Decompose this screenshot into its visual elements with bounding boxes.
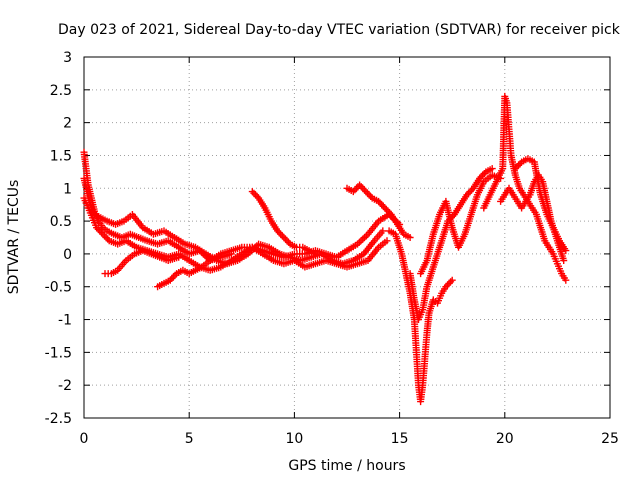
data-point [278, 232, 286, 240]
data-point [476, 174, 484, 182]
data-point [275, 229, 283, 237]
data-point [102, 234, 110, 241]
data-point [480, 170, 488, 177]
data-point [250, 189, 258, 197]
x-tick-label: 0 [80, 431, 89, 447]
y-tick-label: -0.5 [45, 280, 72, 296]
y-tick-label: 3 [63, 50, 72, 66]
data-point [442, 283, 450, 291]
data-point [375, 197, 383, 205]
data-point [382, 206, 390, 214]
data-point [280, 234, 288, 241]
x-tick-label: 15 [391, 431, 409, 447]
data-point [248, 188, 256, 196]
y-tick-label: -1.5 [45, 345, 72, 361]
data-point [562, 247, 570, 255]
data-point [171, 271, 179, 279]
data-point [94, 225, 102, 233]
data-point [513, 163, 521, 171]
y-tick-label: -2.5 [45, 411, 72, 427]
y-tick-label: 2 [63, 116, 72, 132]
y-tick-label: 1 [63, 181, 72, 197]
data-point [383, 237, 391, 245]
y-tick-label: 2.5 [50, 83, 72, 99]
data-point [93, 224, 101, 232]
x-tick-label: 20 [496, 431, 514, 447]
data-point [445, 279, 453, 287]
data-point [364, 189, 371, 197]
y-tick-label: 0.5 [50, 214, 72, 230]
data-point [367, 193, 375, 200]
data-point [463, 191, 471, 199]
y-tick-label: 0 [63, 247, 72, 263]
data-point [359, 184, 367, 192]
gridlines [84, 57, 610, 418]
data-point [406, 234, 414, 241]
data-point [175, 253, 183, 261]
y-axis-label: SDTVAR / TECUs [6, 180, 22, 295]
axis-ticks [83, 56, 611, 419]
x-axis-label: GPS time / hours [288, 458, 405, 474]
y-tick-label: -2 [58, 378, 72, 394]
data-point [311, 250, 319, 258]
x-tick-label: 25 [601, 431, 619, 447]
x-tick-label: 5 [185, 431, 194, 447]
y-tick-label: 1.5 [50, 148, 72, 164]
data-point [468, 186, 476, 194]
data-point [562, 276, 570, 284]
data-point [378, 201, 386, 209]
data-point [356, 181, 364, 189]
data-point [97, 229, 105, 237]
data-point [560, 257, 568, 264]
data-point [362, 188, 370, 196]
data-point [379, 227, 387, 235]
x-tick-label: 10 [285, 431, 303, 447]
chart-title: Day 023 of 2021, Sidereal Day-to-day VTE… [58, 22, 621, 38]
data-point [448, 276, 456, 284]
data-point [357, 183, 365, 191]
data-point [168, 275, 176, 282]
tick-labels: -2.5 -2 -1.5 -1 -0.5 0 0.5 1 1.5 2 2.5 3 0 5 10 15 20 25 [45, 50, 619, 447]
data-point [253, 193, 261, 200]
data-point [283, 237, 291, 245]
data-point [515, 161, 522, 169]
data-point [386, 209, 394, 217]
data-point [351, 186, 359, 194]
data-point [101, 232, 108, 240]
data-point [227, 250, 235, 258]
y-tick-label: -1 [58, 313, 72, 329]
data-point [381, 204, 389, 212]
plot-frame [83, 56, 611, 419]
data-points [80, 92, 570, 406]
data-point [465, 189, 472, 197]
data-point [479, 171, 487, 179]
data-point [488, 165, 496, 173]
data-point [447, 278, 455, 286]
